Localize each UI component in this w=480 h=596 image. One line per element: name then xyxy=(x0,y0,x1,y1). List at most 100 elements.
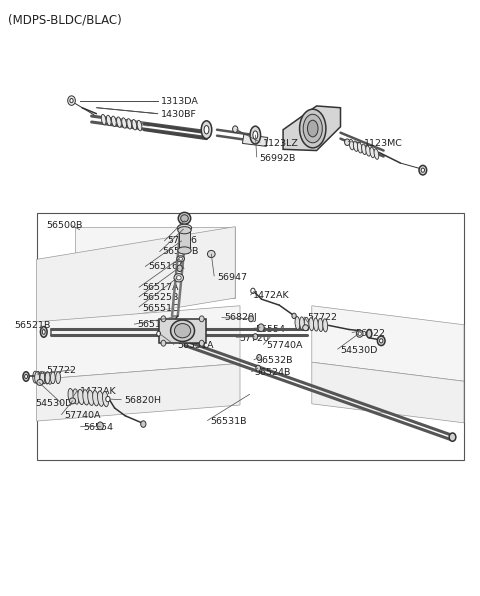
Ellipse shape xyxy=(174,274,183,282)
Ellipse shape xyxy=(258,324,264,331)
Polygon shape xyxy=(36,226,235,331)
Ellipse shape xyxy=(177,224,192,231)
Ellipse shape xyxy=(449,433,456,441)
Ellipse shape xyxy=(73,389,79,404)
Ellipse shape xyxy=(367,330,372,338)
Ellipse shape xyxy=(361,144,366,154)
Ellipse shape xyxy=(37,380,43,386)
Text: 56554: 56554 xyxy=(256,325,286,334)
Ellipse shape xyxy=(70,98,73,103)
Text: 56992B: 56992B xyxy=(259,154,296,163)
Ellipse shape xyxy=(48,372,52,384)
Ellipse shape xyxy=(233,126,238,132)
Text: 56532B: 56532B xyxy=(257,356,293,365)
Text: 56525B: 56525B xyxy=(142,293,178,303)
Ellipse shape xyxy=(199,340,204,346)
Text: 1430BF: 1430BF xyxy=(161,110,197,119)
Ellipse shape xyxy=(161,316,166,322)
Ellipse shape xyxy=(35,372,39,384)
Ellipse shape xyxy=(68,389,74,403)
Polygon shape xyxy=(75,226,235,298)
Ellipse shape xyxy=(178,212,191,224)
Ellipse shape xyxy=(117,117,121,128)
Ellipse shape xyxy=(127,119,132,129)
Ellipse shape xyxy=(174,324,191,338)
Ellipse shape xyxy=(199,316,204,322)
Ellipse shape xyxy=(97,391,104,406)
Text: 56522: 56522 xyxy=(355,329,385,338)
Ellipse shape xyxy=(24,374,27,378)
Bar xyxy=(36,213,464,460)
Ellipse shape xyxy=(122,118,126,128)
Ellipse shape xyxy=(309,318,314,331)
Ellipse shape xyxy=(300,109,326,148)
Ellipse shape xyxy=(177,265,182,272)
Ellipse shape xyxy=(42,330,45,334)
Polygon shape xyxy=(283,106,340,151)
Ellipse shape xyxy=(178,247,191,254)
Ellipse shape xyxy=(40,327,47,337)
Text: 56551C: 56551C xyxy=(142,303,179,313)
Text: 57740A: 57740A xyxy=(64,411,100,420)
Ellipse shape xyxy=(56,372,60,384)
Text: 56521B: 56521B xyxy=(14,321,50,330)
Ellipse shape xyxy=(106,396,110,402)
Text: 56551A: 56551A xyxy=(177,341,213,350)
Text: 56510B: 56510B xyxy=(137,320,173,329)
Ellipse shape xyxy=(257,355,262,361)
Ellipse shape xyxy=(366,145,371,156)
Ellipse shape xyxy=(45,372,49,384)
Ellipse shape xyxy=(308,120,318,137)
Ellipse shape xyxy=(141,421,146,427)
Ellipse shape xyxy=(103,392,108,406)
Ellipse shape xyxy=(93,390,99,406)
Ellipse shape xyxy=(380,339,383,343)
Text: 56820H: 56820H xyxy=(124,396,161,405)
Polygon shape xyxy=(242,135,268,147)
Ellipse shape xyxy=(137,120,142,131)
Ellipse shape xyxy=(374,149,379,159)
Text: (MDPS-BLDC/BLAC): (MDPS-BLDC/BLAC) xyxy=(8,14,121,27)
Text: 54530D: 54530D xyxy=(340,346,378,355)
Ellipse shape xyxy=(42,372,47,384)
Ellipse shape xyxy=(370,147,374,158)
Ellipse shape xyxy=(157,331,160,336)
Ellipse shape xyxy=(50,372,55,384)
Ellipse shape xyxy=(377,336,385,346)
Ellipse shape xyxy=(349,139,354,150)
Ellipse shape xyxy=(23,372,29,381)
Text: 56524B: 56524B xyxy=(254,368,291,377)
Text: 57116: 57116 xyxy=(167,237,197,246)
Ellipse shape xyxy=(295,316,300,330)
Ellipse shape xyxy=(292,313,296,318)
Ellipse shape xyxy=(250,126,261,144)
Ellipse shape xyxy=(207,250,215,257)
Text: 56500B: 56500B xyxy=(46,221,83,230)
Ellipse shape xyxy=(176,276,181,280)
Text: 56820J: 56820J xyxy=(225,313,257,322)
Ellipse shape xyxy=(251,288,255,294)
Ellipse shape xyxy=(45,372,50,384)
Ellipse shape xyxy=(39,372,44,383)
Ellipse shape xyxy=(201,121,212,139)
Polygon shape xyxy=(312,362,464,423)
Text: 57720: 57720 xyxy=(239,334,269,343)
Text: 56554: 56554 xyxy=(83,423,113,432)
Ellipse shape xyxy=(313,318,318,331)
Ellipse shape xyxy=(111,116,116,126)
Ellipse shape xyxy=(253,131,258,139)
Ellipse shape xyxy=(249,316,253,322)
Ellipse shape xyxy=(68,96,75,105)
Ellipse shape xyxy=(107,115,111,126)
Ellipse shape xyxy=(40,372,45,384)
Ellipse shape xyxy=(78,389,84,405)
Ellipse shape xyxy=(356,330,363,337)
Text: 56531B: 56531B xyxy=(210,417,247,426)
Ellipse shape xyxy=(178,226,191,234)
Ellipse shape xyxy=(358,142,362,153)
Ellipse shape xyxy=(300,317,304,330)
Ellipse shape xyxy=(161,340,166,346)
Ellipse shape xyxy=(132,119,137,130)
Polygon shape xyxy=(158,319,206,343)
Ellipse shape xyxy=(179,257,182,260)
